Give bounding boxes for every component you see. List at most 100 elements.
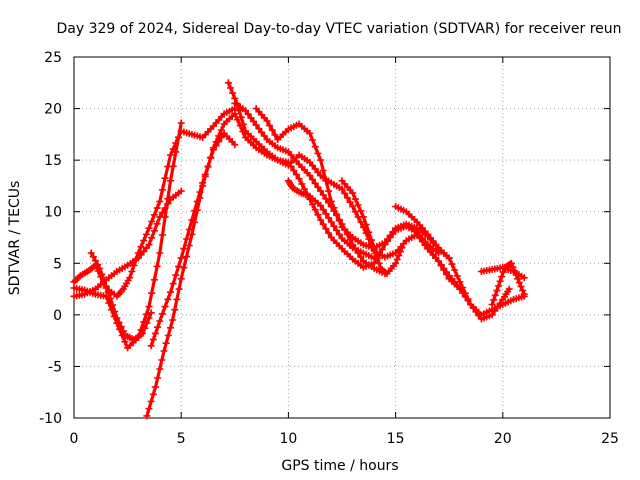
data-point [164, 332, 172, 339]
data-point [266, 122, 274, 130]
data-point [520, 290, 528, 298]
data-point [490, 296, 498, 304]
data-point [314, 211, 322, 219]
data-point [161, 174, 169, 182]
data-point [440, 266, 448, 274]
data-point [509, 263, 517, 271]
data-point [167, 288, 174, 296]
data-point [158, 186, 166, 194]
data-point [209, 146, 217, 154]
data-point [398, 244, 406, 252]
data-point [520, 274, 528, 282]
data-point [268, 126, 276, 134]
data-point [89, 253, 97, 261]
data-point [147, 398, 155, 405]
x-tick-label: 25 [601, 431, 619, 447]
data-point [156, 317, 164, 325]
data-point [258, 128, 266, 136]
data-point [175, 134, 182, 141]
data-point [512, 271, 520, 279]
data-point [204, 162, 212, 170]
data-point [381, 239, 389, 247]
data-point [145, 241, 153, 249]
data-point [325, 187, 333, 195]
data-point [505, 285, 513, 293]
series-track-9 [252, 105, 453, 262]
data-point [322, 225, 330, 233]
data-point [349, 203, 357, 211]
data-point [173, 295, 181, 303]
data-point [519, 286, 527, 294]
data-point [488, 311, 496, 319]
y-tick-label: -10 [39, 411, 62, 427]
data-point [177, 119, 185, 127]
data-point [162, 339, 170, 347]
data-point [319, 167, 327, 174]
data-point [451, 266, 459, 274]
data-point [335, 217, 343, 225]
data-point [185, 242, 193, 249]
data-point [207, 154, 215, 162]
data-point [362, 221, 370, 229]
data-point [183, 235, 191, 243]
data-point [338, 185, 346, 193]
data-point [392, 259, 400, 267]
data-point [148, 289, 156, 297]
data-point [317, 216, 325, 224]
data-point [341, 189, 349, 197]
data-point [271, 131, 279, 139]
data-point [156, 249, 164, 257]
data-point [183, 253, 191, 261]
y-tick-label: 10 [44, 205, 62, 221]
data-point [171, 306, 179, 314]
data-point [317, 187, 325, 195]
data-point [117, 323, 125, 331]
data-point [395, 252, 403, 260]
data-point [145, 405, 153, 413]
data-point [475, 311, 483, 319]
data-point [327, 218, 335, 226]
data-point [515, 279, 523, 287]
data-point [517, 283, 525, 290]
series-track-15 [488, 259, 528, 308]
axis-ticks [73, 56, 611, 419]
y-tick-label: 25 [44, 50, 62, 66]
data-point [147, 309, 155, 317]
data-point [141, 324, 149, 332]
data-point [143, 412, 151, 420]
data-point [365, 228, 373, 236]
data-point [167, 177, 174, 185]
data-point [413, 230, 421, 238]
series-track-2 [70, 105, 239, 300]
data-point [104, 288, 112, 296]
data-point [437, 262, 445, 270]
data-point [456, 285, 464, 293]
data-point [295, 175, 303, 183]
data-point [368, 236, 375, 244]
data-point [456, 278, 464, 286]
data-point [496, 277, 504, 285]
data-point [386, 231, 394, 239]
data-point [145, 314, 153, 322]
plot-frame [73, 56, 611, 419]
data-point [234, 116, 241, 124]
series-track-4 [87, 249, 155, 344]
data-point [148, 218, 156, 225]
data-point [467, 301, 475, 308]
data-point [172, 271, 180, 279]
data-point [244, 110, 252, 118]
data-point [231, 141, 239, 149]
data-point [314, 183, 322, 191]
data-point [290, 167, 298, 174]
data-point [311, 143, 319, 151]
data-point [359, 213, 367, 221]
data-point [142, 310, 150, 318]
data-point [175, 285, 183, 293]
data-point [201, 171, 209, 179]
data-point [237, 113, 245, 121]
data-point [314, 149, 322, 157]
data-point [311, 206, 319, 214]
data-point [349, 189, 357, 197]
data-point [499, 268, 507, 276]
